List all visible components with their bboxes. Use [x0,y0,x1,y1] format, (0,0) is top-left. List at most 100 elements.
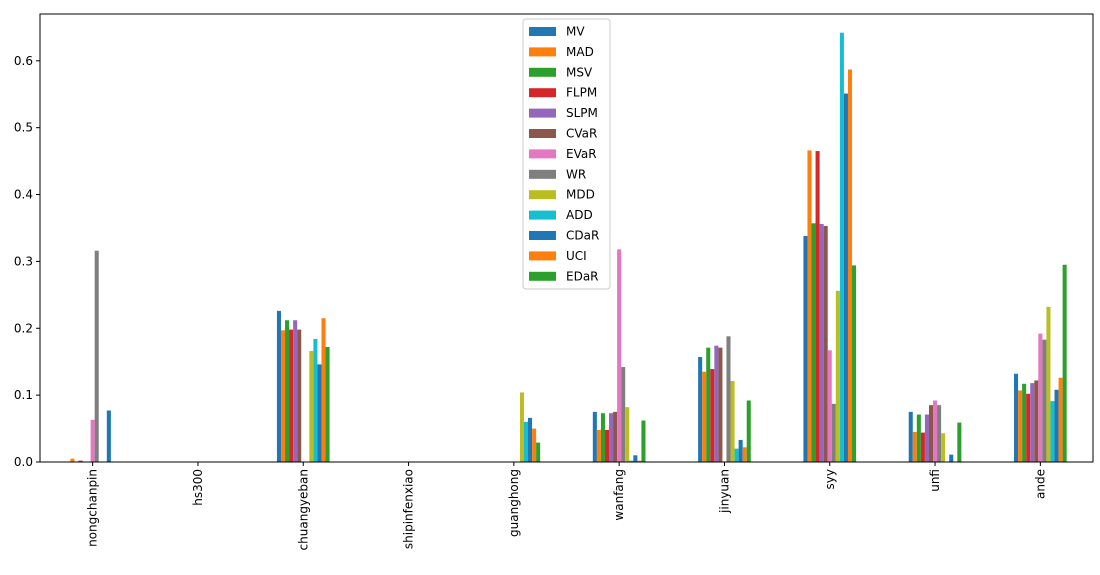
bar-msv-unfi [916,414,921,462]
legend-label-edar: EDaR [566,269,599,283]
bar-mdd-guanghong [519,392,524,462]
bar-add-jinyuan [734,448,739,462]
y-tick-label: 0.2 [14,321,33,335]
bar-uci-wanfang [637,460,642,462]
bar-evar-nongchanpin [90,419,95,462]
bar-uci-syy [847,69,853,462]
bar-cdar-wanfang [633,455,638,462]
x-tick-label-ande: ande [1033,469,1047,499]
bar-mdd-syy [835,290,840,462]
bar-edar-syy [852,265,857,462]
bar-uci-ande [1058,377,1063,462]
x-tick-label-unfi: unfi [928,469,942,492]
plot-frame [39,13,1094,463]
bar-cvar-ande [1034,380,1039,462]
y-tick-label: 0.3 [14,254,33,268]
bar-msv-syy [811,223,816,462]
bar-cvar-jinyuan [718,347,723,462]
bar-add-syy [839,32,844,462]
x-tick-label-wanfang: wanfang [612,469,626,521]
x-tick-label-guanghong: guanghong [507,469,521,537]
bar-mdd-ande [1046,306,1051,462]
x-tick-label-chuangyeban: chuangyeban [296,469,310,550]
bar-uci-guanghong [532,428,537,462]
legend-label-cvar: CVaR [566,127,597,141]
legend-swatch-wr [529,169,556,179]
bar-uci-chuangyeban [321,318,326,462]
bar-mv-jinyuan [698,357,703,462]
bar-evar-syy [827,350,832,462]
bar-wr-ande [1042,339,1047,462]
x-tick-label-syy: syy [823,469,837,489]
bar-mad-chuangyeban [280,330,286,462]
x-tick-label-hs300: hs300 [191,469,205,506]
bar-slpm-wanfang [609,413,614,462]
legend-label-cdar: CDaR [566,229,599,243]
bar-edar-ande [1062,264,1067,462]
bar-edar-wanfang [641,420,646,462]
bar-cdar-chuangyeban [317,364,322,462]
y-tick-label: 0.6 [14,54,33,68]
legend-box [522,18,611,290]
bar-edar-unfi [957,422,962,462]
bar-cvar-wanfang [613,411,618,462]
legend-swatch-msv [529,67,556,77]
bar-cvar-unfi [928,405,934,462]
legend-label-mv: MV [566,25,585,39]
legend-swatch-uci [529,251,556,261]
bar-evar-ande [1038,333,1043,462]
x-tick-label-nongchanpin: nongchanpin [86,469,100,547]
bar-edar-jinyuan [746,400,751,462]
x-tick-label-shipinfenxiao: shipinfenxiao [402,469,416,549]
bar-flpm-unfi [920,432,925,462]
legend-swatch-flpm [529,88,556,98]
bar-mv-chuangyeban [276,310,281,462]
bar-mdd-jinyuan [730,381,735,462]
bar-mdd-chuangyeban [309,351,314,462]
bar-edar-guanghong [536,442,541,462]
legend-swatch-evar [529,149,556,159]
bar-mdd-unfi [941,433,946,462]
bar-mv-wanfang [592,411,597,462]
legend-swatch-mdd [529,190,556,200]
bar-mad-nongchanpin [70,458,75,462]
legend-label-mdd: MDD [566,188,595,202]
bar-uci-jinyuan [742,447,747,462]
bar-flpm-syy [815,151,820,462]
bar-flpm-jinyuan [710,369,715,462]
bar-mad-ande [1018,390,1023,462]
bar-flpm-nongchanpin [78,460,83,462]
bar-add-guanghong [523,421,529,462]
bar-mv-unfi [908,411,913,462]
bar-mad-unfi [912,431,917,462]
legend-swatch-mad [529,47,556,57]
bar-flpm-ande [1026,393,1031,462]
legend-swatch-mv [529,27,556,36]
bar-edar-chuangyeban [325,346,330,462]
bar-slpm-syy [819,223,824,462]
bar-add-chuangyeban [313,338,318,462]
bar-wr-unfi [937,405,942,462]
bar-mad-wanfang [596,429,601,462]
bar-wr-jinyuan [726,336,731,462]
bar-wr-wanfang [621,367,626,462]
y-tick-label: 0.1 [14,388,33,402]
bar-mad-syy [807,150,812,462]
bar-cdar-nongchanpin [106,410,111,462]
bar-mad-jinyuan [702,371,707,462]
y-tick-label: 0.0 [14,455,33,469]
legend-swatch-add [529,210,556,220]
axes-layer: 0.0 0.1 0.2 0.3 0.4 0.5 0.6 nongchanpin hs300 chu… [14,13,1094,550]
bar-cdar-syy [843,93,848,462]
bar-msv-jinyuan [706,347,711,462]
bar-cdar-jinyuan [738,439,743,462]
bar-slpm-chuangyeban [293,320,298,462]
legend-label-mad: MAD [566,45,594,59]
legend-label-flpm: FLPM [566,86,597,100]
bar-cdar-guanghong [528,417,533,462]
legend: MV MAD MSV FLPM SLPM CVaR EVaR WR MDD ADD CDaR UCI E… [522,18,611,290]
bar-add-ande [1050,401,1055,462]
bar-evar-unfi [933,400,938,462]
bar-wr-syy [831,403,836,462]
